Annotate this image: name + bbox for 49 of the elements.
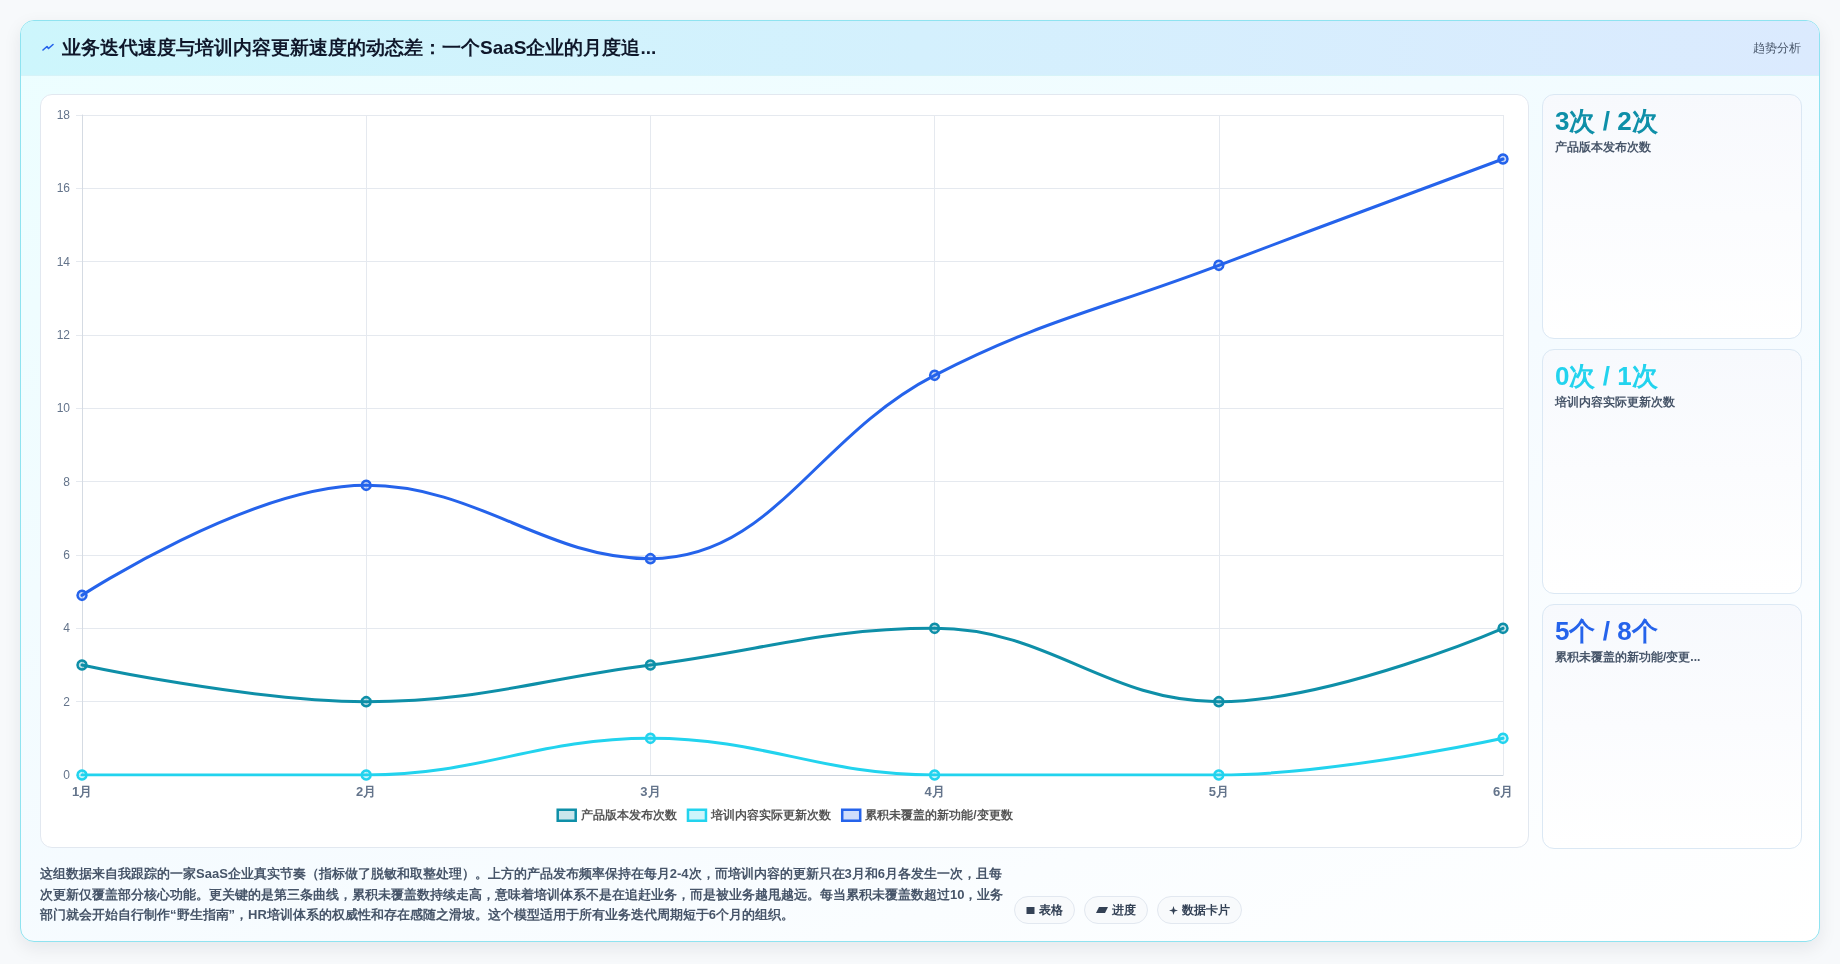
button[interactable]: 数据卡片 bbox=[1157, 896, 1242, 924]
point bbox=[928, 769, 941, 781]
y-tick-label: 12 bbox=[56, 328, 71, 342]
button[interactable]: 进度 bbox=[1084, 896, 1148, 924]
text: 产品版本发布次数 bbox=[1555, 139, 1651, 156]
y-tick-label: 10 bbox=[56, 401, 71, 416]
point bbox=[644, 659, 657, 671]
x-tick-label: 3月 bbox=[640, 784, 661, 799]
y-tick-label: 6 bbox=[63, 548, 71, 562]
point bbox=[76, 589, 88, 602]
y-tick-label: 18 bbox=[56, 108, 71, 122]
legend-label: 产品版本发布次数 bbox=[579, 808, 678, 823]
point bbox=[1497, 732, 1509, 745]
x-tick-label: 2月 bbox=[356, 784, 377, 799]
text: 培训内容实际更新次数 bbox=[1555, 394, 1675, 411]
text: 累积未覆盖的新功能/变更... bbox=[1555, 649, 1701, 666]
text: 5个 / 8个 bbox=[1555, 615, 1658, 647]
point bbox=[1497, 622, 1509, 635]
point bbox=[1213, 769, 1225, 781]
text: 3次 / 2次 bbox=[1555, 105, 1658, 137]
text: 0次 / 1次 bbox=[1555, 360, 1658, 392]
y-tick-label: 8 bbox=[63, 474, 71, 489]
text: 趋势分析 bbox=[1753, 39, 1801, 57]
legend-label: 累积未覆盖的新功能/变更数 bbox=[864, 808, 1014, 823]
button[interactable]: 表格 bbox=[1014, 896, 1075, 924]
point bbox=[1213, 695, 1225, 708]
text: 这组数据来自我跟踪的一家SaaS企业真实节奏（指标做了脱敏和取整处理）。上方的产品发布频率保持在每月2-4次，而培训内容的更新只在3月和6月各发生一次，且每次更新仅覆盖部分核心功能。更关键的是第三条曲线，累积未覆盖数持续走高，意味着培训体系不是在追赶业务，而是被业务越甩越远。每当累积未覆盖数超过10，业务部门就会开始自行制作“野生指南”，HR培训体系的权威性和存在感随之滑坡。这个模型适用于所有业务迭代周期短于6个月的组织。 bbox=[40, 865, 1005, 924]
y-tick-label: 16 bbox=[56, 181, 71, 196]
point bbox=[928, 622, 941, 635]
y-tick-label: 2 bbox=[63, 694, 71, 709]
point bbox=[644, 552, 657, 565]
point bbox=[644, 732, 657, 745]
point bbox=[1213, 259, 1225, 272]
y-tick-label: 0 bbox=[63, 768, 71, 782]
chart-title: 业务迭代速度与培训内容更新速度的动态差：一个SaaS企业的月度追... bbox=[62, 36, 657, 60]
y-tick-label: 4 bbox=[63, 621, 71, 636]
point bbox=[928, 369, 941, 382]
point bbox=[360, 479, 372, 492]
x-tick-label: 4月 bbox=[924, 784, 945, 799]
x-tick-label: 1月 bbox=[71, 784, 93, 799]
point bbox=[360, 769, 372, 781]
y-tick-label: 14 bbox=[56, 254, 71, 269]
point bbox=[360, 695, 372, 708]
legend-label: 培训内容实际更新次数 bbox=[709, 808, 832, 823]
x-tick-label: 5月 bbox=[1208, 784, 1229, 799]
point bbox=[1497, 153, 1509, 165]
point bbox=[76, 659, 88, 671]
x-tick-label: 6月 bbox=[1492, 784, 1514, 799]
point bbox=[76, 769, 88, 781]
